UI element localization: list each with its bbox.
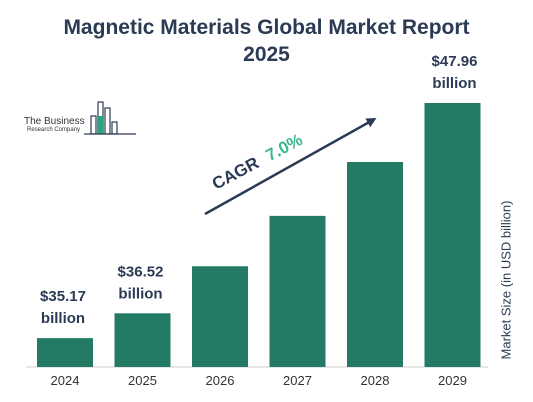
x-tick-label: 2026: [206, 373, 235, 388]
value-label-2024: $35.17 billion: [40, 288, 86, 327]
chart-title: Magnetic Materials Global Market Report …: [0, 14, 533, 68]
logo-text-line-1: The Business: [24, 116, 85, 127]
bar-2026: [192, 266, 248, 367]
value-label-2025: $36.52 billion: [118, 263, 164, 302]
x-tick-label: 2025: [128, 373, 157, 388]
y-axis-label-text: Market Size (in USD billion): [498, 200, 514, 360]
x-tick-label: 2029: [438, 373, 467, 388]
cagr-arrow: [204, 118, 377, 216]
bar-2025: [114, 313, 171, 367]
company-logo: The Business Research Company: [24, 98, 144, 138]
x-tick-label: 2027: [283, 373, 312, 388]
value-label-2029: $47.96 billion: [432, 53, 478, 92]
bar-2029: [424, 103, 481, 367]
x-tick-label: 2028: [361, 373, 390, 388]
bar-2028: [347, 162, 403, 367]
x-tick-label: 2024: [51, 373, 80, 388]
bar-2027: [269, 215, 326, 367]
logo-bars-icon: [84, 101, 136, 135]
cagr-value: 7.0%: [263, 130, 306, 165]
bar-2024: [37, 338, 93, 367]
chart-title-line-1: Magnetic Materials Global Market Report: [63, 16, 470, 39]
logo-text-line-2: Research Company: [27, 127, 81, 133]
chart-title-line-2: 2025: [243, 43, 290, 66]
